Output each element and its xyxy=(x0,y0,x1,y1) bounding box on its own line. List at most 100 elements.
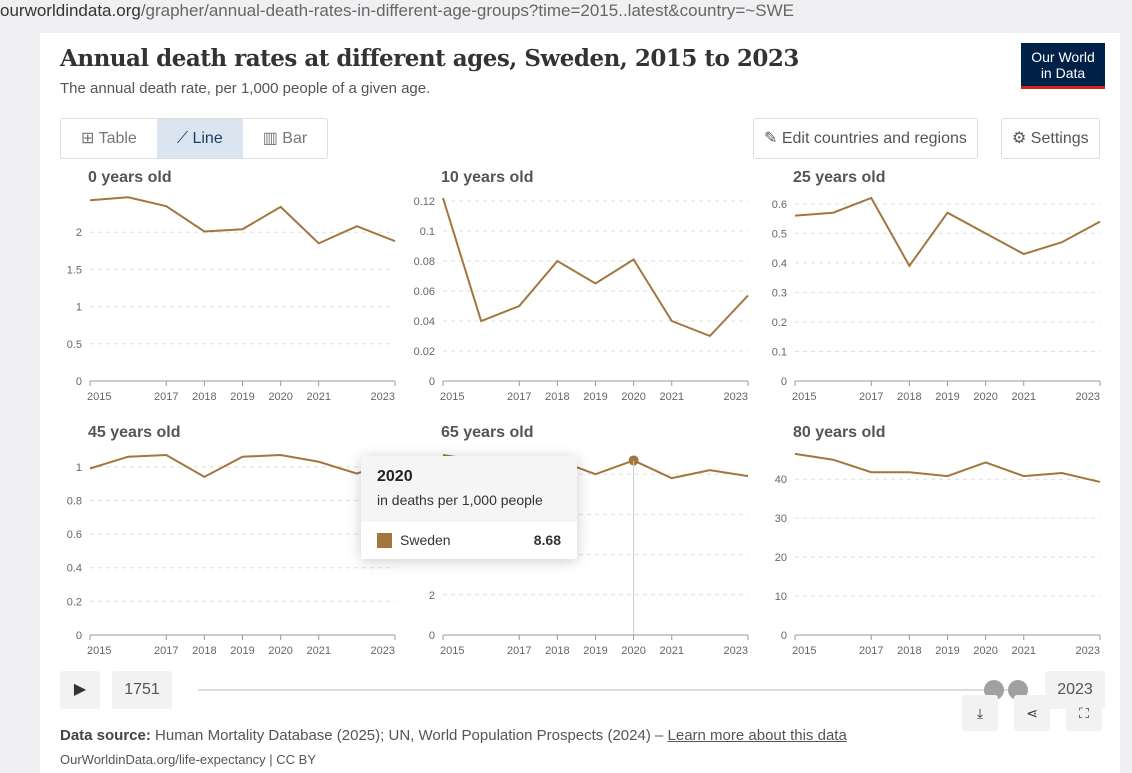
x-tick-label: 2023 xyxy=(1076,391,1100,403)
x-tick-label: 2023 xyxy=(1076,645,1100,657)
line-chart-icon: ⟋ xyxy=(176,130,193,147)
tooltip-unit: in deaths per 1,000 people xyxy=(377,492,543,508)
x-tick-label: 2018 xyxy=(192,391,216,403)
fullscreen-button[interactable]: ⛶ xyxy=(1066,695,1102,731)
y-tick-label: 0.4 xyxy=(772,258,787,270)
y-tick-label: 0.02 xyxy=(414,346,435,358)
x-tick-label: 2021 xyxy=(660,645,684,657)
address-bar[interactable]: ourworldindata.org/grapher/annual-death-… xyxy=(0,0,1132,30)
download-button[interactable]: ⤓ xyxy=(962,695,998,731)
tooltip-value: 8.68 xyxy=(533,532,561,548)
y-tick-label: 0.6 xyxy=(772,199,787,211)
settings-label: Settings xyxy=(1030,130,1089,147)
x-tick-label: 2015 xyxy=(792,391,816,403)
tab-line[interactable]: ⟋ Line xyxy=(156,119,243,158)
tab-label: Bar xyxy=(282,130,308,147)
panel-title: 0 years old xyxy=(88,169,172,186)
x-tick-label: 2021 xyxy=(307,645,331,657)
x-tick-label: 2023 xyxy=(724,391,748,403)
x-tick-label: 2020 xyxy=(621,391,645,403)
panel-title: 45 years old xyxy=(88,424,181,441)
y-tick-label: 0 xyxy=(76,376,82,388)
y-tick-label: 2 xyxy=(429,590,435,602)
x-tick-label: 2020 xyxy=(973,645,997,657)
x-tick-label: 2021 xyxy=(307,391,331,403)
x-tick-label: 2018 xyxy=(897,391,921,403)
y-tick-label: 0.04 xyxy=(414,316,435,328)
x-tick-label: 2018 xyxy=(192,645,216,657)
x-tick-label: 2019 xyxy=(583,391,607,403)
data-source: Data source: Human Mortality Database (2… xyxy=(60,727,847,744)
legend-swatch xyxy=(377,532,392,548)
tab-label: Line xyxy=(192,130,223,147)
y-tick-label: 0.12 xyxy=(414,196,435,208)
y-tick-label: 2 xyxy=(76,227,82,239)
y-tick-label: 0 xyxy=(781,376,787,388)
y-tick-label: 1 xyxy=(76,302,82,314)
owid-logo[interactable]: Our World in Data xyxy=(1021,43,1105,89)
play-button[interactable]: ▶ xyxy=(60,671,100,709)
y-tick-label: 0.8 xyxy=(67,495,82,507)
x-tick-label: 2015 xyxy=(87,645,111,657)
series-line-sweden xyxy=(442,197,749,338)
x-tick-label: 2019 xyxy=(935,391,959,403)
share-icon: ⋖ xyxy=(1026,705,1038,721)
y-tick-label: 1 xyxy=(76,462,82,474)
url-domain: ourworldindata.org xyxy=(0,1,141,20)
x-tick-label: 2020 xyxy=(973,391,997,403)
tab-table[interactable]: ⊞ Table xyxy=(61,119,157,158)
y-tick-label: 0.5 xyxy=(67,339,82,351)
x-tick-label: 2015 xyxy=(792,645,816,657)
y-tick-label: 0 xyxy=(429,376,435,388)
x-tick-label: 2017 xyxy=(859,391,883,403)
y-tick-label: 0.2 xyxy=(67,596,82,608)
gear-icon: ⚙ xyxy=(1012,130,1031,147)
tab-label: Table xyxy=(98,130,137,147)
tooltip-year: 2020 xyxy=(377,468,413,485)
share-button[interactable]: ⋖ xyxy=(1014,695,1050,731)
pencil-icon: ✎ xyxy=(764,130,782,147)
table-icon: ⊞ xyxy=(81,130,99,147)
fullscreen-icon: ⛶ xyxy=(1079,705,1089,721)
x-tick-label: 2017 xyxy=(154,645,178,657)
source-text: Human Mortality Database (2025); UN, Wor… xyxy=(155,727,664,744)
url-path: /grapher/annual-death-rates-in-different… xyxy=(140,1,794,20)
edit-countries-button[interactable]: ✎ Edit countries and regions xyxy=(753,118,978,159)
x-tick-label: 2015 xyxy=(440,391,464,403)
y-tick-label: 0.4 xyxy=(67,563,82,575)
x-tick-label: 2018 xyxy=(545,645,569,657)
x-tick-label: 2023 xyxy=(724,645,748,657)
series-line-sweden xyxy=(794,196,1101,268)
panel-title: 65 years old xyxy=(441,424,534,441)
settings-button[interactable]: ⚙ Settings xyxy=(1001,118,1100,159)
x-tick-label: 2021 xyxy=(1012,391,1036,403)
x-tick-label: 2021 xyxy=(660,391,684,403)
y-tick-label: 0.06 xyxy=(414,286,435,298)
y-tick-label: 0.08 xyxy=(414,256,435,268)
y-tick-label: 20 xyxy=(775,552,787,564)
x-tick-label: 2018 xyxy=(897,645,921,657)
timeline-start[interactable]: 1751 xyxy=(112,671,172,709)
panel-title: 80 years old xyxy=(793,424,886,441)
panel-title: 10 years old xyxy=(441,169,534,186)
credit[interactable]: OurWorldinData.org/life-expectancy | CC … xyxy=(60,752,317,767)
y-tick-label: 10 xyxy=(775,591,787,603)
x-tick-label: 2023 xyxy=(371,391,395,403)
y-tick-label: 1.5 xyxy=(67,264,82,276)
x-tick-label: 2018 xyxy=(545,391,569,403)
bar-chart-icon: ▥ xyxy=(262,130,283,147)
edit-label: Edit countries and regions xyxy=(781,130,967,147)
grapher-card: Annual death rates at different ages, Sw… xyxy=(40,33,1120,773)
x-tick-label: 2019 xyxy=(935,645,959,657)
y-tick-label: 0.1 xyxy=(420,226,435,238)
tooltip: 2020 in deaths per 1,000 people Sweden 8… xyxy=(361,456,577,559)
x-tick-label: 2017 xyxy=(154,391,178,403)
x-tick-label: 2017 xyxy=(507,391,531,403)
page-title: Annual death rates at different ages, Sw… xyxy=(60,45,799,72)
timeline-track[interactable] xyxy=(198,689,1018,691)
tooltip-entity: Sweden xyxy=(400,532,451,548)
tab-bar[interactable]: ▥ Bar xyxy=(243,119,327,158)
learn-more-link[interactable]: Learn more about this data xyxy=(667,727,847,744)
page-subtitle: The annual death rate, per 1,000 people … xyxy=(60,80,431,97)
